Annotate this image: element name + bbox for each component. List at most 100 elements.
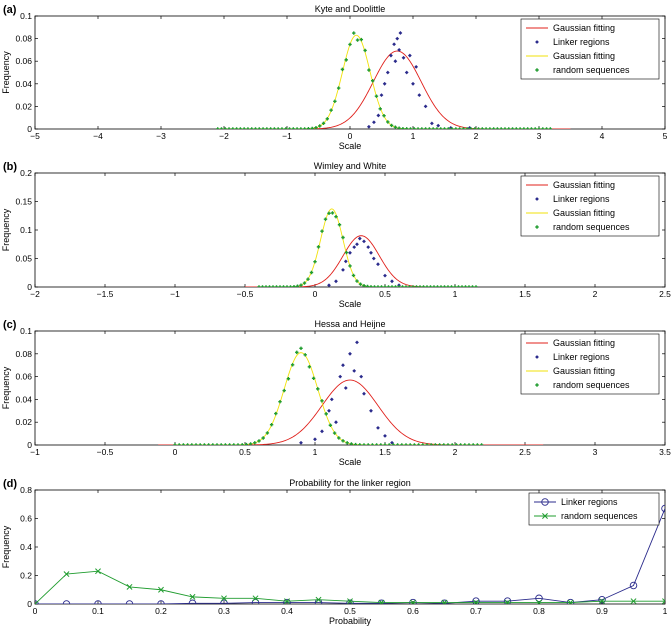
- y-axis-label: Frequency: [1, 525, 11, 568]
- data-point: [278, 285, 282, 287]
- data-point: [260, 285, 265, 287]
- x-tick-label: 3: [593, 447, 598, 457]
- data-point: [309, 270, 314, 275]
- data-point: [473, 599, 479, 604]
- data-point: [533, 127, 537, 129]
- data-point: [323, 217, 328, 221]
- data-point: [484, 127, 488, 129]
- data-point: [348, 250, 352, 255]
- data-point: [398, 31, 403, 35]
- data-point: [503, 127, 507, 129]
- data-point: [347, 598, 353, 604]
- data-point: [271, 285, 275, 287]
- data-point: [598, 595, 606, 604]
- x-tick-label: −0.5: [97, 447, 114, 457]
- legend-label: Gaussian fitting: [553, 338, 615, 348]
- x-tick-label: −1: [282, 131, 292, 141]
- data-point: [404, 443, 408, 445]
- chart-title: Probability for the linker region: [289, 478, 411, 488]
- x-tick-label: 1: [411, 131, 416, 141]
- x-tick-label: 0.8: [533, 606, 545, 616]
- data-point: [362, 284, 366, 287]
- data-point: [440, 599, 449, 604]
- data-point: [510, 127, 515, 129]
- data-point: [529, 127, 534, 129]
- data-point: [302, 281, 307, 285]
- panel-label: (a): [3, 4, 17, 16]
- data-point: [352, 31, 356, 35]
- data-point: [311, 376, 316, 381]
- data-point: [341, 235, 345, 240]
- data-point: [63, 571, 70, 578]
- data-point: [328, 423, 333, 427]
- x-tick-label: 0: [173, 447, 178, 457]
- legend-label: Linker regions: [553, 194, 610, 204]
- data-point: [95, 568, 101, 575]
- data-point: [236, 443, 240, 445]
- x-tick-label: −3: [156, 131, 166, 141]
- data-point: [126, 583, 133, 590]
- x-tick-label: 3: [537, 131, 542, 141]
- legend-label: random sequences: [553, 65, 630, 75]
- data-point: [429, 443, 433, 445]
- data-point: [295, 350, 299, 355]
- y-tick-label: 0: [27, 124, 32, 134]
- data-point: [423, 104, 428, 109]
- data-point: [280, 127, 284, 129]
- data-point: [330, 211, 335, 215]
- x-tick-label: 0.7: [470, 606, 482, 616]
- panel-1: Kyte and Doolittle (a) −5 −4 −3 −2 −1 0 1 2 3 4 5 0 0.…: [1, 4, 668, 151]
- data-point: [329, 108, 333, 112]
- data-point: [268, 127, 273, 129]
- data-point: [535, 40, 539, 44]
- data-point: [387, 443, 391, 445]
- data-point: [267, 285, 272, 287]
- data-point: [185, 443, 190, 445]
- data-point: [206, 443, 211, 445]
- data-point: [535, 594, 543, 603]
- x-tick-label: −0.5: [237, 289, 254, 299]
- data-point: [234, 127, 239, 129]
- data-point: [412, 443, 417, 445]
- series-line: [35, 508, 665, 604]
- data-point: [386, 285, 391, 287]
- data-point: [372, 285, 377, 287]
- data-point: [450, 443, 454, 445]
- x-tick-label: 2: [474, 131, 479, 141]
- x-tick-label: 4: [600, 131, 605, 141]
- data-point: [382, 81, 387, 86]
- data-point: [316, 387, 320, 391]
- data-point: [401, 55, 406, 60]
- data-point: [359, 37, 364, 42]
- legend-label: Gaussian fitting: [553, 366, 615, 376]
- data-point: [284, 127, 288, 129]
- data-point: [299, 283, 303, 287]
- data-point: [457, 127, 462, 129]
- legend: Linker regions random sequences: [528, 492, 660, 526]
- data-point: [244, 442, 249, 445]
- data-point: [416, 443, 421, 445]
- data-point: [472, 597, 480, 604]
- data-point: [274, 411, 278, 416]
- legend-label: random sequences: [561, 511, 638, 521]
- x-tick-label: 1.5: [379, 447, 391, 457]
- data-point: [376, 285, 380, 287]
- data-point: [223, 443, 228, 445]
- data-point: [334, 420, 338, 425]
- panel-2: Wimley and White (b) −2 −1.5 −1 −0.5 0 0.5 1 1.5 2…: [1, 161, 671, 309]
- data-point: [348, 351, 352, 356]
- data-point: [491, 127, 496, 129]
- panel-3: Hessa and Heijne (c) −1 −0.5 0 0.5 1 1.5 2 2.5 3 3.…: [1, 319, 671, 467]
- data-point: [327, 283, 331, 287]
- data-point: [537, 127, 541, 129]
- data-point: [215, 443, 219, 445]
- data-point: [425, 285, 429, 287]
- data-point: [430, 121, 434, 126]
- data-point: [188, 599, 197, 604]
- data-point: [310, 126, 314, 129]
- y-tick-label: 0: [27, 440, 32, 450]
- legend-label: Linker regions: [561, 497, 618, 507]
- data-point: [414, 285, 419, 287]
- data-point: [427, 127, 432, 129]
- data-point: [535, 197, 539, 201]
